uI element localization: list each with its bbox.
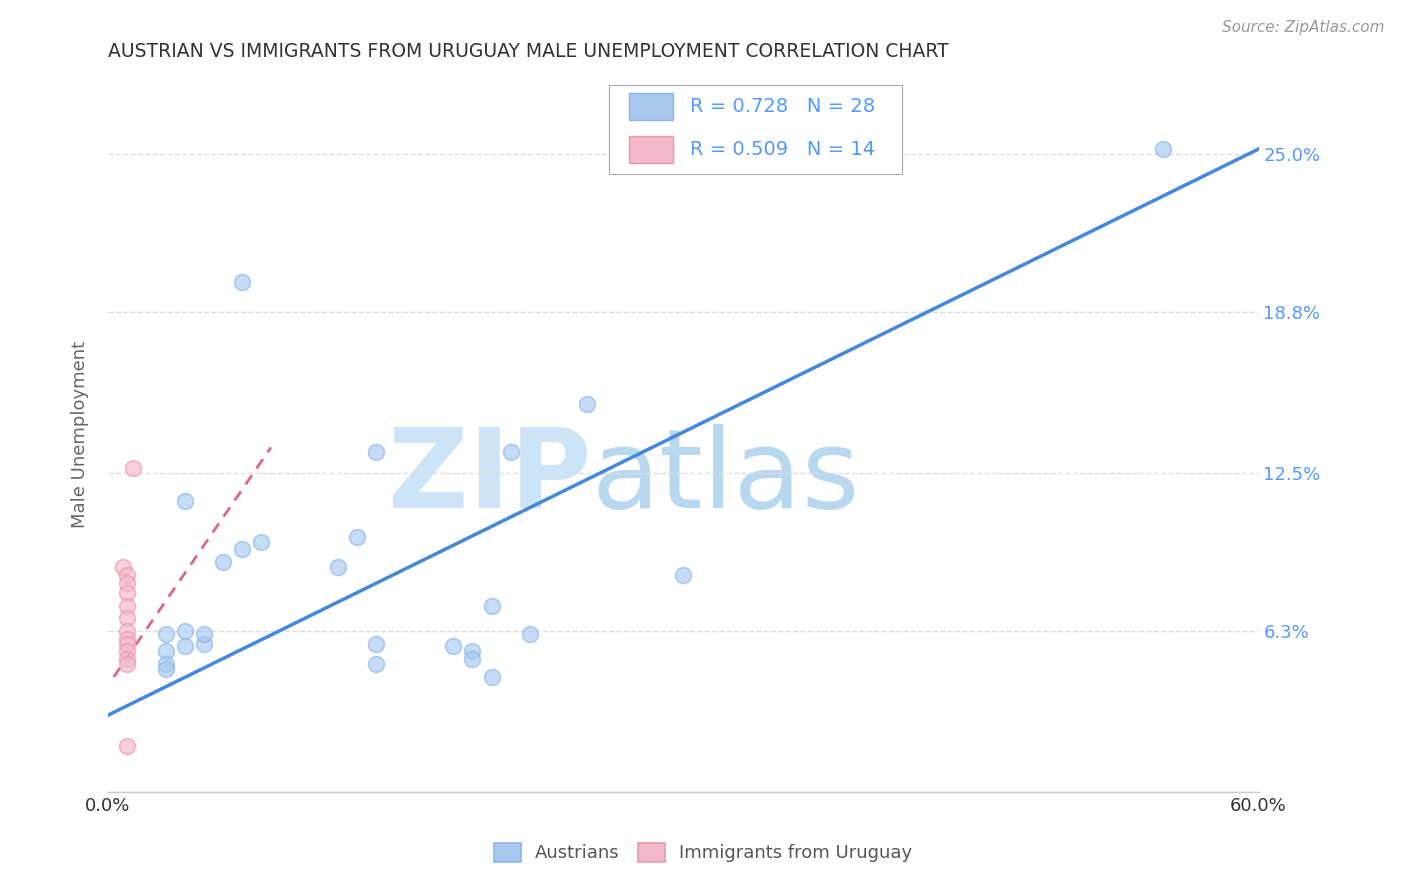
Point [326, 560, 349, 574]
Point [173, 624, 195, 638]
Text: atlas: atlas [592, 424, 859, 531]
Point [155, 657, 177, 672]
Point [672, 568, 695, 582]
Point [499, 445, 522, 459]
Point [115, 657, 138, 672]
FancyBboxPatch shape [609, 85, 901, 174]
Point [115, 644, 138, 658]
Point [115, 637, 138, 651]
Legend: Austrians, Immigrants from Uruguay: Austrians, Immigrants from Uruguay [486, 836, 920, 870]
Point [250, 534, 273, 549]
Point [173, 640, 195, 654]
Point [212, 555, 235, 569]
Point [481, 670, 503, 684]
Point [115, 575, 138, 590]
Point [115, 586, 138, 600]
Point [193, 637, 215, 651]
Point [155, 626, 177, 640]
Point [115, 739, 138, 753]
Point [366, 445, 388, 459]
Text: R = 0.509   N = 14: R = 0.509 N = 14 [690, 140, 876, 159]
Text: AUSTRIAN VS IMMIGRANTS FROM URUGUAY MALE UNEMPLOYMENT CORRELATION CHART: AUSTRIAN VS IMMIGRANTS FROM URUGUAY MALE… [108, 42, 949, 61]
Point [155, 644, 177, 658]
Point [519, 626, 541, 640]
Point [461, 644, 484, 658]
Point [155, 662, 177, 676]
FancyBboxPatch shape [630, 136, 673, 163]
FancyBboxPatch shape [630, 94, 673, 120]
Point [366, 657, 388, 672]
Point [231, 542, 253, 557]
Y-axis label: Male Unemployment: Male Unemployment [72, 341, 89, 528]
Point [461, 652, 484, 666]
Point [231, 275, 253, 289]
Point [115, 652, 138, 666]
Point [346, 530, 368, 544]
Point [115, 624, 138, 638]
Point [441, 640, 464, 654]
Point [115, 568, 138, 582]
Point [173, 494, 195, 508]
Text: R = 0.728   N = 28: R = 0.728 N = 28 [690, 97, 876, 116]
Point [115, 611, 138, 625]
Point [115, 632, 138, 646]
Point [193, 626, 215, 640]
Point [576, 397, 599, 411]
Point [122, 460, 145, 475]
Point [112, 560, 135, 574]
Point [115, 599, 138, 613]
Text: Source: ZipAtlas.com: Source: ZipAtlas.com [1222, 20, 1385, 35]
Point [481, 599, 503, 613]
Text: ZIP: ZIP [388, 424, 592, 531]
Point [1152, 142, 1174, 156]
Point [366, 637, 388, 651]
